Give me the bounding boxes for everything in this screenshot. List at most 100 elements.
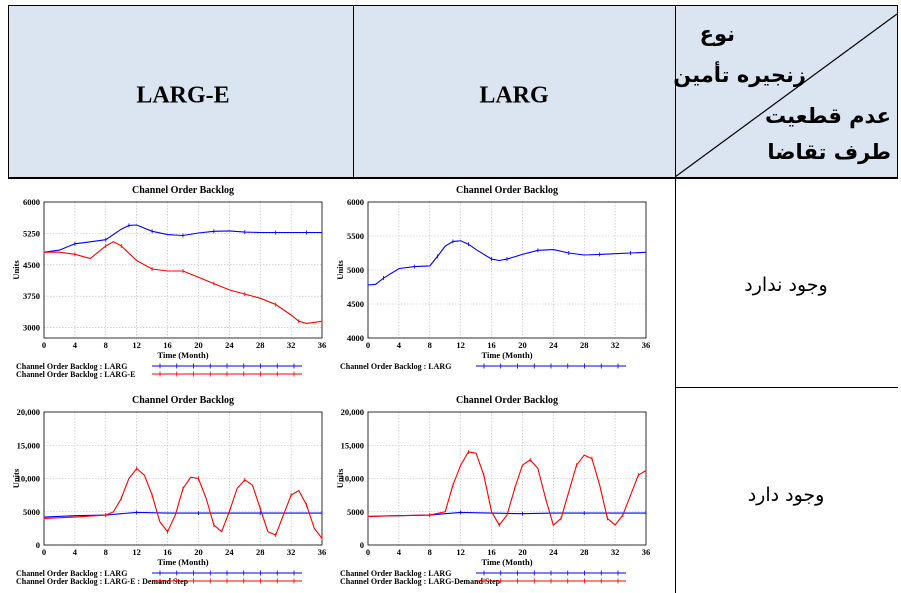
- column-header-larg-e: LARG-E: [136, 82, 230, 109]
- y-tick-label: 5000: [347, 265, 364, 275]
- corner-diagonal-line: [675, 13, 897, 177]
- x-tick-label: 28: [256, 547, 265, 557]
- legend-label: Channel Order Backlog : LARG: [340, 362, 451, 371]
- header-cell-larg-e: [8, 6, 353, 177]
- x-tick-label: 12: [132, 547, 141, 557]
- series-line-2: [43, 467, 323, 539]
- x-tick-label: 20: [194, 547, 203, 557]
- x-axis-label: Time (Month): [157, 557, 208, 567]
- x-tick-label: 24: [549, 340, 558, 350]
- x-tick-label: 12: [456, 340, 465, 350]
- column-header-larg: LARG: [479, 82, 549, 109]
- x-tick-label: 28: [580, 340, 589, 350]
- chart-svg: Channel Order Backlog 0 4 8 12 16 20 24 28 32 36 20…: [336, 395, 651, 586]
- y-tick-label: 0: [360, 540, 364, 550]
- x-tick-label: 36: [642, 547, 651, 557]
- series-line-2: [367, 451, 647, 527]
- x-tick-label: 24: [225, 340, 234, 350]
- x-tick-label: 24: [549, 547, 558, 557]
- x-tick-label: 24: [225, 547, 234, 557]
- x-tick-label: 36: [642, 340, 651, 350]
- chart-title: Channel Order Backlog: [132, 395, 234, 406]
- table-border-left: [8, 5, 9, 178]
- x-tick-label: 32: [611, 547, 620, 557]
- table-border-row-divider: [675, 387, 898, 388]
- y-tick-label: 20,000: [341, 407, 364, 417]
- x-tick-label: 0: [366, 547, 370, 557]
- chart-svg: Channel Order Backlog 0 4 8 12 16 20 24 28 32 36 60…: [336, 185, 651, 371]
- table-border-header-bottom: [8, 177, 898, 179]
- x-tick-label: 36: [318, 340, 327, 350]
- y-tick-label: 10,000: [17, 474, 40, 484]
- y-tick-label: 5000: [347, 507, 364, 517]
- corner-label-demand-side: طرف تقاضا: [767, 140, 891, 164]
- series-line-1: [43, 224, 322, 253]
- chart-title: Channel Order Backlog: [132, 185, 234, 196]
- x-tick-label: 32: [287, 547, 296, 557]
- plot-frame: [367, 411, 647, 546]
- x-tick-label: 16: [163, 547, 172, 557]
- y-tick-label: 4500: [23, 260, 40, 270]
- x-tick-label: 16: [487, 547, 496, 557]
- x-tick-label: 36: [318, 547, 327, 557]
- y-axis-label: Units: [336, 468, 345, 488]
- x-tick-label: 4: [397, 340, 402, 350]
- y-tick-label: 0: [36, 540, 40, 550]
- x-tick-label: 20: [518, 340, 527, 350]
- legend-label: Channel Order Backlog : LARG: [340, 569, 451, 578]
- row-label-absent: وجود ندارد: [744, 274, 828, 296]
- x-tick-label: 0: [42, 340, 46, 350]
- x-tick-label: 28: [256, 340, 265, 350]
- x-axis-label: Time (Month): [157, 350, 208, 360]
- table-border-col-divider-2: [675, 5, 676, 593]
- y-tick-label: 4500: [347, 299, 364, 309]
- corner-label-type: نوع: [699, 22, 735, 46]
- y-tick-label: 20,000: [17, 407, 40, 417]
- legend-label: Channel Order Backlog : LARG-E : Demand …: [16, 577, 189, 586]
- x-tick-label: 4: [73, 547, 78, 557]
- chart-svg: Channel Order Backlog 0 4 8 12 16 20 24 28 32 36 60…: [12, 185, 327, 379]
- x-tick-label: 32: [287, 340, 296, 350]
- x-tick-label: 28: [580, 547, 589, 557]
- y-tick-label: 10,000: [341, 474, 364, 484]
- x-tick-label: 12: [456, 547, 465, 557]
- legend-label: Channel Order Backlog : LARG: [16, 362, 127, 371]
- x-tick-label: 32: [611, 340, 620, 350]
- row-label-present: وجود دارد: [747, 484, 825, 506]
- header-cell-larg: [353, 6, 675, 177]
- x-axis-label: Time (Month): [481, 350, 532, 360]
- table-border-col-divider-1: [353, 5, 354, 178]
- x-tick-label: 8: [428, 547, 432, 557]
- series-line-1: [367, 240, 647, 286]
- legend-label: Channel Order Backlog : LARG: [16, 569, 127, 578]
- y-tick-label: 15,000: [17, 440, 40, 450]
- y-axis-label: Units: [12, 468, 21, 488]
- y-axis-label: Units: [336, 260, 345, 280]
- x-tick-label: 8: [104, 547, 108, 557]
- table-border-top: [8, 5, 898, 6]
- x-tick-label: 8: [428, 340, 432, 350]
- x-tick-label: 8: [104, 340, 108, 350]
- x-tick-label: 20: [194, 340, 203, 350]
- y-tick-label: 15,000: [341, 440, 364, 450]
- y-tick-label: 5250: [23, 228, 40, 238]
- x-tick-label: 0: [42, 547, 46, 557]
- y-tick-label: 3000: [23, 323, 40, 333]
- chart-r1c1: Channel Order Backlog 0 4 8 12 16 20 24 28 32 36 60…: [12, 180, 332, 386]
- corner-label-supply-chain: زنجیره تأمین: [673, 63, 806, 87]
- table-border-right: [897, 5, 898, 178]
- chart-title: Channel Order Backlog: [456, 185, 558, 196]
- header-corner-cell: [675, 6, 897, 177]
- legend-label: Channel Order Backlog : LARG-E: [16, 370, 135, 379]
- x-tick-label: 4: [73, 340, 78, 350]
- x-tick-label: 4: [397, 547, 402, 557]
- y-tick-label: 5500: [347, 231, 364, 241]
- y-tick-label: 6000: [347, 197, 364, 207]
- plot-frame: [43, 411, 323, 546]
- chart-title: Channel Order Backlog: [456, 395, 558, 406]
- series-line-2: [44, 241, 323, 324]
- y-axis-label: Units: [12, 260, 21, 280]
- x-tick-label: 16: [163, 340, 172, 350]
- x-tick-label: 0: [366, 340, 370, 350]
- x-tick-label: 12: [132, 340, 141, 350]
